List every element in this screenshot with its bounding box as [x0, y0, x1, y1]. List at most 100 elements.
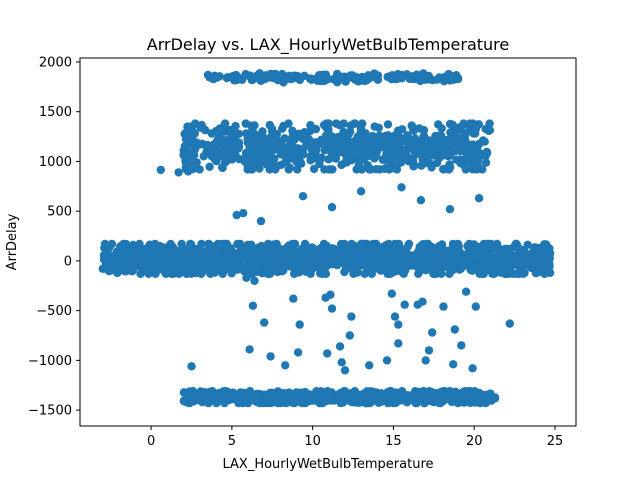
data-point: [207, 129, 216, 138]
data-point: [282, 155, 291, 165]
data-point: [196, 123, 205, 132]
y-tick-label: 0: [64, 254, 72, 269]
data-point: [115, 259, 124, 268]
data-point: [179, 396, 188, 405]
data-point: [145, 240, 155, 249]
data-point: [296, 398, 306, 407]
data-point: [451, 74, 460, 84]
data-point: [348, 138, 357, 147]
data-point: [350, 264, 360, 273]
data-point: [463, 241, 472, 251]
data-point: [179, 388, 189, 397]
data-point: [295, 320, 304, 329]
data-point: [481, 249, 490, 258]
x-tick-label: 20: [466, 434, 483, 449]
data-point: [363, 152, 372, 161]
data-point: [494, 262, 503, 271]
data-point: [215, 124, 224, 133]
data-point: [351, 242, 360, 252]
data-point: [141, 263, 150, 273]
data-point: [175, 255, 184, 264]
data-point: [404, 260, 413, 269]
data-point: [180, 142, 189, 151]
data-point: [445, 151, 455, 160]
data-point: [252, 397, 261, 406]
data-point: [167, 253, 177, 263]
data-point: [191, 264, 200, 274]
data-point: [459, 119, 468, 128]
data-point: [382, 163, 391, 172]
data-point: [510, 242, 519, 251]
data-point: [177, 239, 186, 249]
y-tick-label: 1500: [39, 105, 72, 120]
data-point: [456, 264, 466, 273]
data-point: [260, 75, 269, 84]
data-point: [273, 267, 282, 277]
data-point: [327, 304, 337, 313]
data-point: [335, 120, 344, 130]
data-point: [432, 75, 442, 84]
data-point: [446, 256, 456, 265]
data-point: [382, 356, 392, 365]
data-point: [390, 312, 400, 321]
data-point: [515, 263, 524, 273]
y-tick-label: −1500: [28, 404, 72, 419]
data-point: [295, 251, 304, 260]
data-point: [288, 239, 297, 249]
y-tick-label: −500: [36, 304, 72, 319]
data-point: [136, 269, 145, 278]
data-point: [215, 72, 224, 81]
data-point: [347, 156, 356, 165]
data-point: [264, 269, 273, 278]
data-point: [445, 269, 454, 278]
data-point: [370, 69, 379, 78]
data-point: [407, 395, 416, 405]
data-point: [417, 161, 426, 170]
data-point: [225, 259, 234, 269]
y-tick-label: −1000: [28, 354, 72, 369]
data-point: [183, 122, 192, 131]
data-point: [277, 140, 286, 149]
data-point: [229, 125, 238, 135]
data-point: [372, 165, 381, 174]
data-point: [316, 155, 325, 165]
data-point: [346, 121, 356, 130]
data-point: [445, 390, 455, 399]
data-point: [297, 261, 306, 270]
data-point: [473, 155, 483, 164]
x-axis-ticks: 0 5 10 15 20 25: [147, 426, 563, 449]
data-point: [460, 131, 470, 140]
data-point: [147, 250, 157, 260]
data-point: [290, 148, 299, 158]
data-point: [324, 165, 334, 174]
data-point: [202, 257, 211, 266]
data-point: [323, 395, 333, 405]
data-point: [126, 246, 135, 256]
data-point: [167, 261, 176, 270]
data-point: [456, 390, 465, 399]
data-point: [327, 255, 336, 264]
data-point: [413, 254, 422, 263]
data-point: [424, 346, 434, 355]
data-point: [455, 254, 465, 263]
data-point: [200, 388, 210, 397]
data-point: [365, 165, 374, 174]
data-point: [356, 187, 366, 196]
data-point: [284, 119, 293, 128]
data-point: [222, 239, 231, 249]
data-point: [486, 239, 496, 249]
data-point: [457, 341, 466, 350]
data-point: [213, 394, 223, 404]
data-point: [265, 136, 274, 146]
data-point: [468, 364, 477, 373]
data-point: [273, 161, 282, 171]
data-point: [481, 390, 490, 400]
data-point: [381, 131, 391, 140]
data-point: [429, 138, 438, 148]
data-point: [215, 255, 225, 264]
data-point: [340, 257, 349, 266]
data-point: [428, 328, 437, 337]
data-point: [199, 250, 209, 259]
data-point: [463, 142, 473, 151]
data-point: [439, 302, 448, 311]
